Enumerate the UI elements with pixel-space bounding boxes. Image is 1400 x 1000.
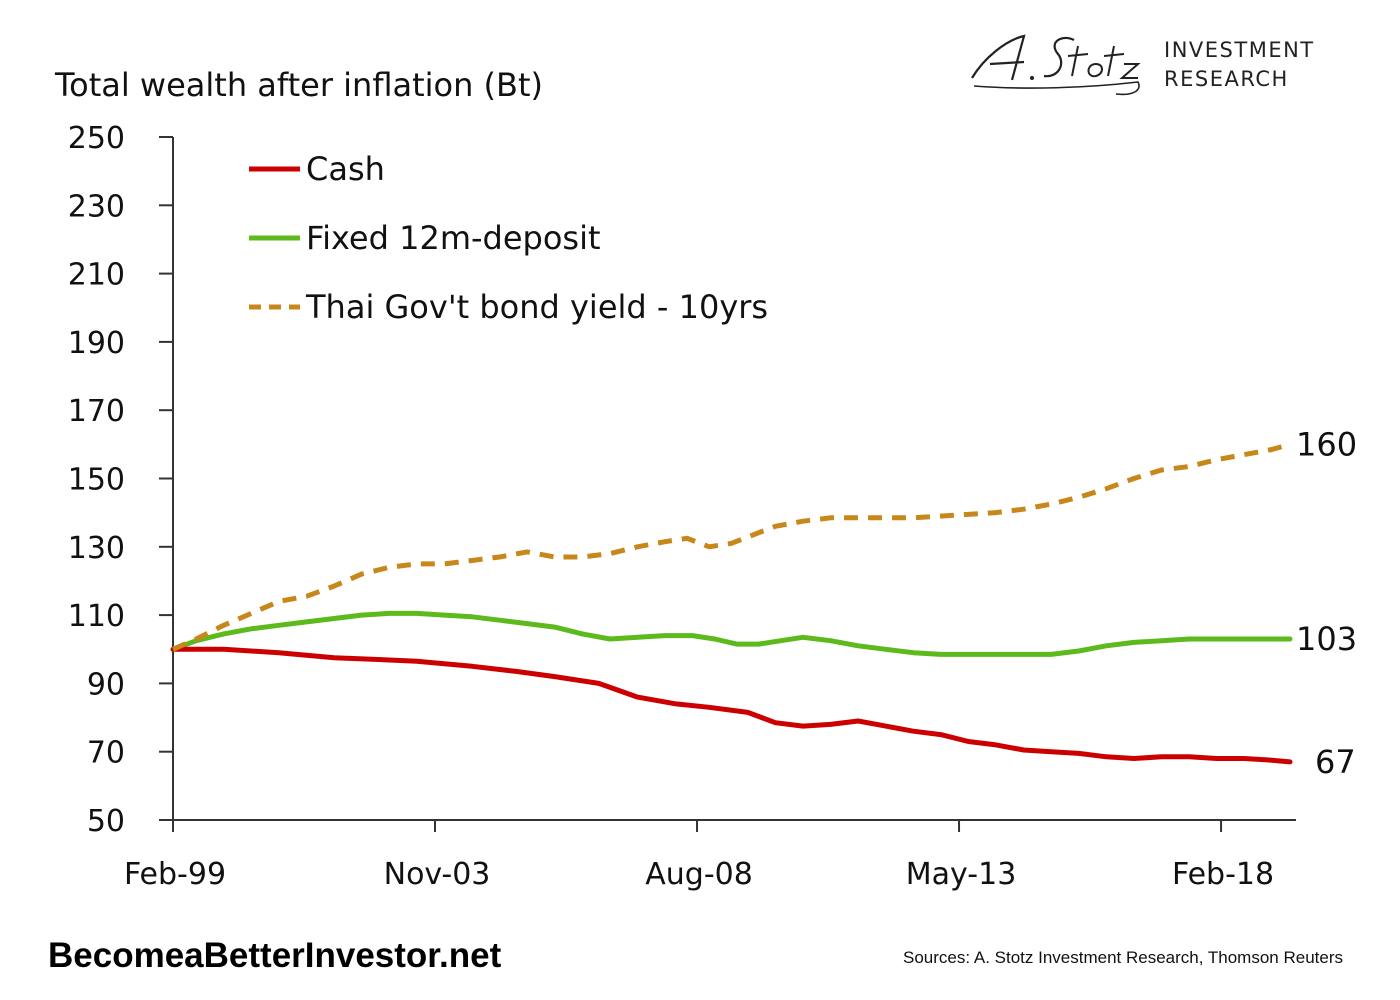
series-layer (170, 441, 1293, 765)
legend-label: Cash (306, 150, 385, 188)
y-tick-label: 230 (68, 189, 125, 224)
x-tick-label: May-13 (906, 857, 1017, 892)
x-tick-label: Nov-03 (384, 857, 491, 892)
legend-label: Fixed 12m-deposit (306, 219, 601, 257)
end-value-label: 67 (1315, 743, 1356, 781)
logo-wordmark: INVESTMENT RESEARCH (1164, 36, 1315, 94)
end-value-label: 103 (1296, 620, 1357, 658)
y-tick-label: 250 (68, 121, 125, 156)
legend: Cash Fixed 12m-deposit Thai Gov't bond yie… (249, 150, 768, 326)
series-line-thai-gov-t-bond-yield-10yrs (171, 441, 1291, 652)
x-tick-label: Feb-99 (124, 857, 226, 892)
x-tick-label: Aug-08 (645, 857, 753, 892)
series-line-cash (170, 646, 1293, 765)
x-tick-label: Feb-18 (1172, 857, 1274, 892)
legend-label: Thai Gov't bond yield - 10yrs (305, 288, 768, 326)
y-tick-label: 130 (68, 531, 125, 566)
y-tick-label: 170 (68, 394, 125, 429)
y-tick-label: 210 (68, 258, 125, 293)
axes: 50 70 90 110 130 150 170 190 210 230 250 Feb-99 Nov-… (68, 121, 1296, 892)
end-value-label: 160 (1296, 425, 1357, 463)
signature-logo-icon (971, 34, 1141, 96)
y-tick-label: 50 (87, 804, 125, 839)
company-logo: INVESTMENT RESEARCH (966, 28, 1366, 104)
footer-website[interactable]: BecomeaBetterInvestor.net (48, 936, 502, 975)
y-tick-label: 110 (68, 599, 125, 634)
end-labels: 67 103 160 (1296, 425, 1357, 781)
y-tick-label: 150 (68, 463, 125, 498)
y-tick-label: 190 (68, 326, 125, 361)
y-axis-title: Total wealth after inflation (Bt) (54, 66, 543, 104)
logo-line-1: INVESTMENT (1164, 38, 1315, 62)
series-line-fixed-12m-deposit (170, 610, 1293, 657)
footer-sources: Sources: A. Stotz Investment Research, T… (903, 948, 1343, 967)
y-tick-label: 90 (87, 667, 125, 702)
y-tick-label: 70 (87, 736, 125, 771)
logo-line-2: RESEARCH (1164, 67, 1289, 91)
